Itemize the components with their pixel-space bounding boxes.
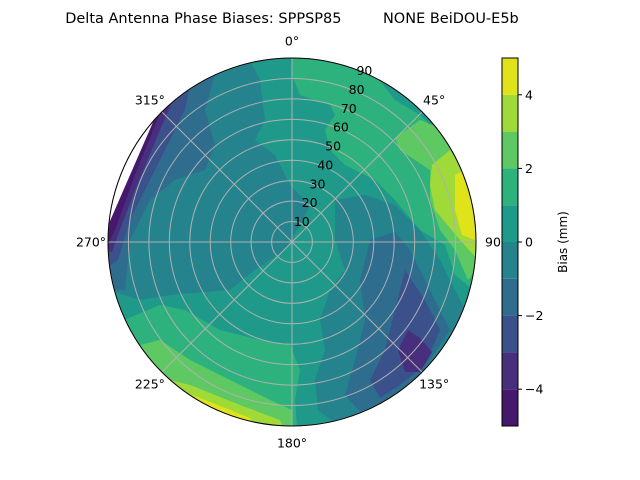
theta-tick-label: 270° [76,235,106,250]
colorbar-tick-label: 4 [525,87,533,102]
polar-frame [107,57,477,427]
colorbar-band [502,315,518,353]
theta-tick-label: 135° [419,377,449,392]
contour-region [292,58,476,295]
colorbar-band [502,352,518,390]
r-tick-label: 10 [294,214,310,229]
colorbar-band [502,278,518,316]
r-tick-label: 60 [333,120,349,135]
colorbar-band [502,205,518,242]
colorbar-band [502,94,518,132]
r-tick-label: 40 [317,157,333,172]
theta-gridline [161,111,293,243]
colorbar-tick-label: −2 [525,308,543,323]
colorbar-band [502,242,518,279]
colorbar: −4 −2 0 2 4 [501,57,543,427]
contour-region [108,85,190,272]
colorbar-band [502,389,518,426]
colorbar-band [502,58,518,95]
r-tick-label: 70 [341,101,357,116]
theta-tick-label: 180° [277,436,307,451]
r-tick-label: 30 [310,176,326,191]
r-tick-labels: 10 20 30 40 50 60 70 80 90 [294,63,373,229]
theta-tick-label: 225° [135,377,165,392]
chart-title: Delta Antenna Phase Biases: SPPSP85 NONE… [65,11,519,27]
theta-gridline [291,241,423,373]
colorbar-tick-label: 0 [525,235,533,250]
colorbar-band [502,168,518,206]
contour-region [398,330,432,372]
polar-grid [107,57,477,427]
theta-tick-label: 315° [135,92,165,107]
colorbar-tick-label: 2 [525,161,533,176]
r-tick-label: 20 [302,195,318,210]
theta-tick-labels: 0° 45° 90 135° 180° 225° 270° 315° [76,34,501,451]
colorbar-tick-label: −4 [525,382,543,397]
theta-gridline [161,241,293,373]
theta-tick-label: 45° [423,92,445,107]
theta-gridline [291,111,423,243]
r-tick-label: 50 [325,139,341,154]
r-tick-label: 80 [349,82,365,97]
theta-tick-label: 0° [285,34,299,49]
r-tick-label: 90 [356,63,372,78]
theta-tick-label: 90 [485,235,501,250]
contour-region [108,113,160,244]
colorbar-label: Bias (mm) [556,211,570,273]
colorbar-band [502,131,518,169]
